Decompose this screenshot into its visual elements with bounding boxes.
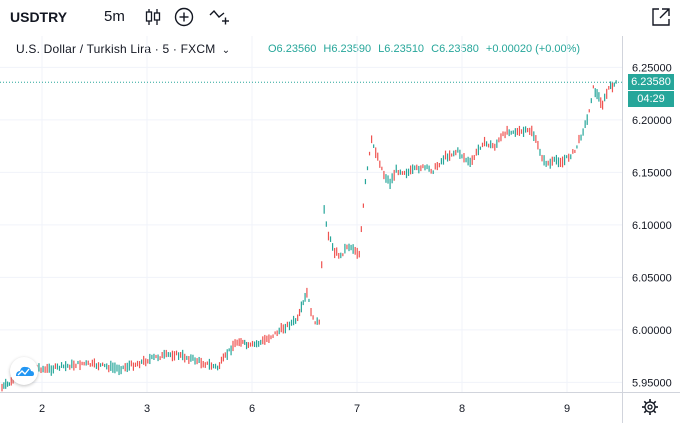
low-value: L6.23510: [378, 43, 425, 55]
cloud-logo-icon: [16, 366, 34, 376]
countdown-label: 04:29: [628, 91, 674, 108]
last-price-label: 6.23580: [628, 74, 674, 91]
compare-icon[interactable]: [208, 6, 230, 28]
interval-selector[interactable]: 5m: [104, 8, 125, 25]
y-tick-label: 6.10000: [632, 220, 672, 232]
x-tick-label: 7: [354, 403, 360, 415]
symbol-search[interactable]: USDTRY: [10, 9, 68, 25]
y-tick-label: 6.05000: [632, 272, 672, 284]
top-toolbar: USDTRY 5m: [0, 0, 680, 36]
y-tick-label: 6.20000: [632, 115, 672, 127]
add-indicator-icon[interactable]: [173, 6, 195, 28]
fullscreen-icon[interactable]: [650, 6, 672, 28]
y-tick-label: 6.25000: [632, 62, 672, 74]
y-tick-label: 6.15000: [632, 167, 672, 179]
chart-legend: U.S. Dollar / Turkish Lira · 5 · FXCM ⌄ …: [16, 42, 580, 60]
ohlc-values: O6.23560 H6.23590 L6.23510 C6.23580 +0.0…: [268, 43, 584, 55]
x-tick-label: 3: [144, 403, 150, 415]
x-tick-label: 6: [249, 403, 255, 415]
y-tick-label: 5.95000: [632, 377, 672, 389]
settings-gear-icon[interactable]: [641, 398, 659, 416]
x-tick-label: 2: [39, 403, 45, 415]
x-tick-label: 9: [564, 403, 570, 415]
x-tick-label: 8: [459, 403, 465, 415]
y-tick-label: 6.00000: [632, 325, 672, 337]
change-value: +0.00020 (+0.00%): [485, 43, 581, 55]
open-value: O6.23560: [268, 43, 317, 55]
close-value: C6.23580: [431, 43, 479, 55]
tradingview-logo[interactable]: [10, 357, 38, 385]
candles-icon[interactable]: [142, 6, 164, 28]
series-title[interactable]: U.S. Dollar / Turkish Lira · 5 · FXCM: [16, 42, 216, 56]
chevron-down-icon[interactable]: ⌄: [221, 45, 231, 56]
high-value: H6.23590: [323, 43, 372, 55]
